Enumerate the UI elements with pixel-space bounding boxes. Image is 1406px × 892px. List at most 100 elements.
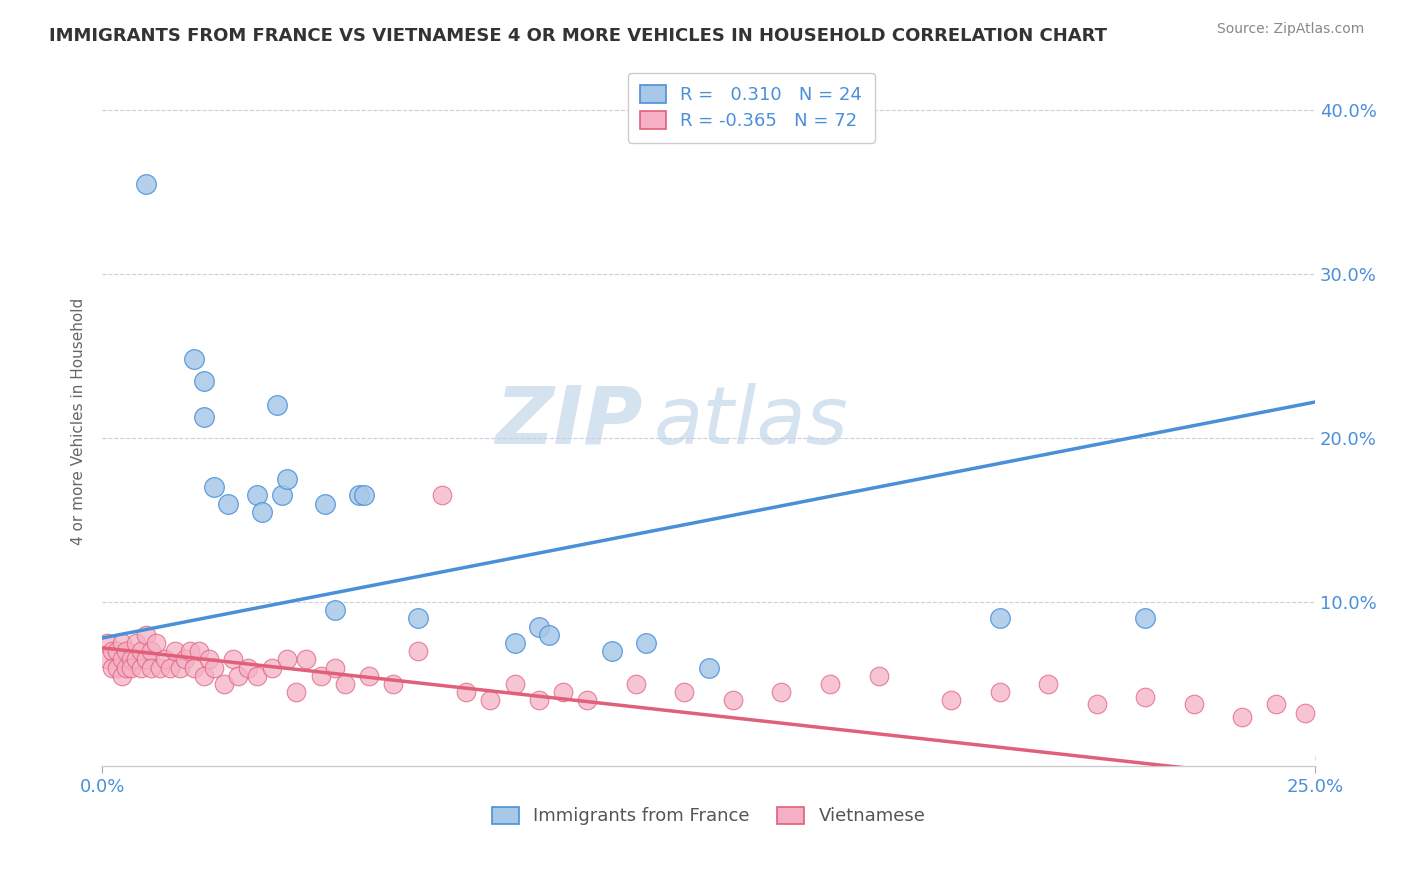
Point <box>503 636 526 650</box>
Point <box>357 669 380 683</box>
Point <box>202 480 225 494</box>
Point <box>721 693 744 707</box>
Point <box>179 644 201 658</box>
Point <box>1295 706 1317 721</box>
Point <box>125 652 148 666</box>
Point <box>266 398 288 412</box>
Point <box>163 644 186 658</box>
Text: Source: ZipAtlas.com: Source: ZipAtlas.com <box>1216 22 1364 37</box>
Point <box>193 669 215 683</box>
Point <box>135 628 157 642</box>
Point <box>169 660 191 674</box>
Point <box>576 693 599 707</box>
Text: ZIP: ZIP <box>495 383 643 460</box>
Point <box>988 685 1011 699</box>
Point <box>246 669 269 683</box>
Point <box>770 685 793 699</box>
Point <box>236 660 259 674</box>
Point <box>323 603 346 617</box>
Point <box>222 652 245 666</box>
Point <box>456 685 478 699</box>
Point <box>129 660 152 674</box>
Point <box>101 660 124 674</box>
Point <box>430 488 453 502</box>
Point <box>868 669 890 683</box>
Text: atlas: atlas <box>654 383 849 460</box>
Point <box>217 497 239 511</box>
Point <box>941 693 963 707</box>
Point <box>173 652 195 666</box>
Point <box>111 669 134 683</box>
Point <box>202 660 225 674</box>
Point <box>353 488 375 502</box>
Point <box>246 488 269 502</box>
Point <box>135 177 157 191</box>
Point <box>1135 611 1157 625</box>
Point <box>260 660 283 674</box>
Point <box>479 693 502 707</box>
Point <box>1038 677 1060 691</box>
Point <box>120 652 142 666</box>
Y-axis label: 4 or more Vehicles in Household: 4 or more Vehicles in Household <box>72 298 86 545</box>
Point <box>276 472 298 486</box>
Point <box>159 660 181 674</box>
Point <box>349 488 371 502</box>
Point <box>105 644 128 658</box>
Point <box>1085 697 1108 711</box>
Point <box>139 660 162 674</box>
Point <box>111 636 134 650</box>
Point <box>314 497 336 511</box>
Point <box>226 669 249 683</box>
Point <box>818 677 841 691</box>
Point <box>276 652 298 666</box>
Point <box>96 652 118 666</box>
Point <box>527 619 550 633</box>
Point <box>115 660 138 674</box>
Point <box>145 636 167 650</box>
Point <box>323 660 346 674</box>
Point <box>105 660 128 674</box>
Point <box>193 409 215 424</box>
Point <box>155 652 177 666</box>
Point <box>115 644 138 658</box>
Point <box>553 685 575 699</box>
Point <box>1182 697 1205 711</box>
Point <box>527 693 550 707</box>
Point <box>183 352 205 367</box>
Point <box>183 660 205 674</box>
Point <box>382 677 405 691</box>
Point <box>537 628 560 642</box>
Point <box>252 505 274 519</box>
Point <box>212 677 235 691</box>
Point <box>120 660 142 674</box>
Point <box>96 636 118 650</box>
Point <box>697 660 720 674</box>
Point <box>1313 750 1336 764</box>
Point <box>1265 697 1288 711</box>
Point <box>673 685 696 699</box>
Point <box>406 611 429 625</box>
Point <box>198 652 221 666</box>
Point <box>309 669 332 683</box>
Point <box>333 677 356 691</box>
Point <box>129 644 152 658</box>
Point <box>193 374 215 388</box>
Point <box>1232 709 1254 723</box>
Point <box>406 644 429 658</box>
Point <box>139 644 162 658</box>
Point <box>600 644 623 658</box>
Point <box>111 652 134 666</box>
Point <box>295 652 318 666</box>
Point <box>503 677 526 691</box>
Point <box>101 644 124 658</box>
Point <box>135 652 157 666</box>
Point <box>1135 690 1157 704</box>
Point <box>634 636 657 650</box>
Point <box>988 611 1011 625</box>
Point <box>285 685 308 699</box>
Point <box>188 644 211 658</box>
Point <box>149 660 172 674</box>
Text: IMMIGRANTS FROM FRANCE VS VIETNAMESE 4 OR MORE VEHICLES IN HOUSEHOLD CORRELATION: IMMIGRANTS FROM FRANCE VS VIETNAMESE 4 O… <box>49 27 1107 45</box>
Point <box>270 488 292 502</box>
Point <box>624 677 647 691</box>
